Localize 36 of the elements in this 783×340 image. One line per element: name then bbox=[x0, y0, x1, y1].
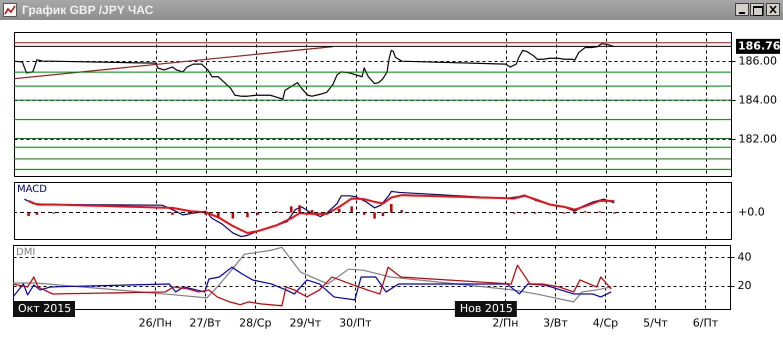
bar bbox=[256, 212, 260, 215]
x-tick-label: 27/Вт bbox=[189, 316, 222, 330]
annotation: Окт 2015 bbox=[18, 302, 72, 315]
x-tick-label: 29/Чт bbox=[289, 316, 322, 330]
x-tick-label: 28/Ср bbox=[239, 316, 272, 330]
line-series bbox=[13, 246, 612, 302]
bar bbox=[390, 204, 393, 212]
y-tick-label: 20 bbox=[738, 279, 752, 292]
bar bbox=[373, 212, 376, 218]
x-tick-label: 6/Пт bbox=[692, 316, 719, 330]
x-tick-label: 30/Пт bbox=[339, 316, 372, 330]
bar bbox=[298, 205, 301, 212]
y-tick-label: 184.00 bbox=[738, 94, 777, 107]
x-tick-label: 3/Вт bbox=[543, 316, 568, 330]
x-tick-label: 4/Ср bbox=[592, 316, 618, 330]
x-tick-label: 2/Пн bbox=[492, 316, 518, 330]
ref-line-label: 186.76 bbox=[738, 39, 781, 52]
bar bbox=[246, 212, 249, 218]
x-tick-label: 26/Пн bbox=[138, 316, 172, 330]
bar bbox=[338, 208, 340, 212]
bar bbox=[382, 212, 384, 216]
ref-line-label: +0.0 bbox=[738, 205, 765, 218]
line-series bbox=[13, 266, 612, 300]
chart-title: MACD bbox=[17, 184, 48, 195]
bar bbox=[217, 212, 220, 218]
annotation: Нов 2015 bbox=[460, 302, 513, 315]
y-tick-label: 186.00 bbox=[738, 54, 777, 68]
y-tick-label: 182.00 bbox=[738, 132, 777, 146]
bar bbox=[350, 206, 353, 212]
chart-title: График GBP /JPY ЧАС bbox=[22, 3, 154, 17]
bar bbox=[290, 206, 292, 212]
y-tick-label: 40 bbox=[738, 250, 752, 264]
x-tick-label: 5/Чт bbox=[643, 316, 668, 330]
bar bbox=[171, 212, 174, 215]
chart-title: DMI bbox=[16, 247, 36, 258]
bar bbox=[232, 212, 234, 218]
